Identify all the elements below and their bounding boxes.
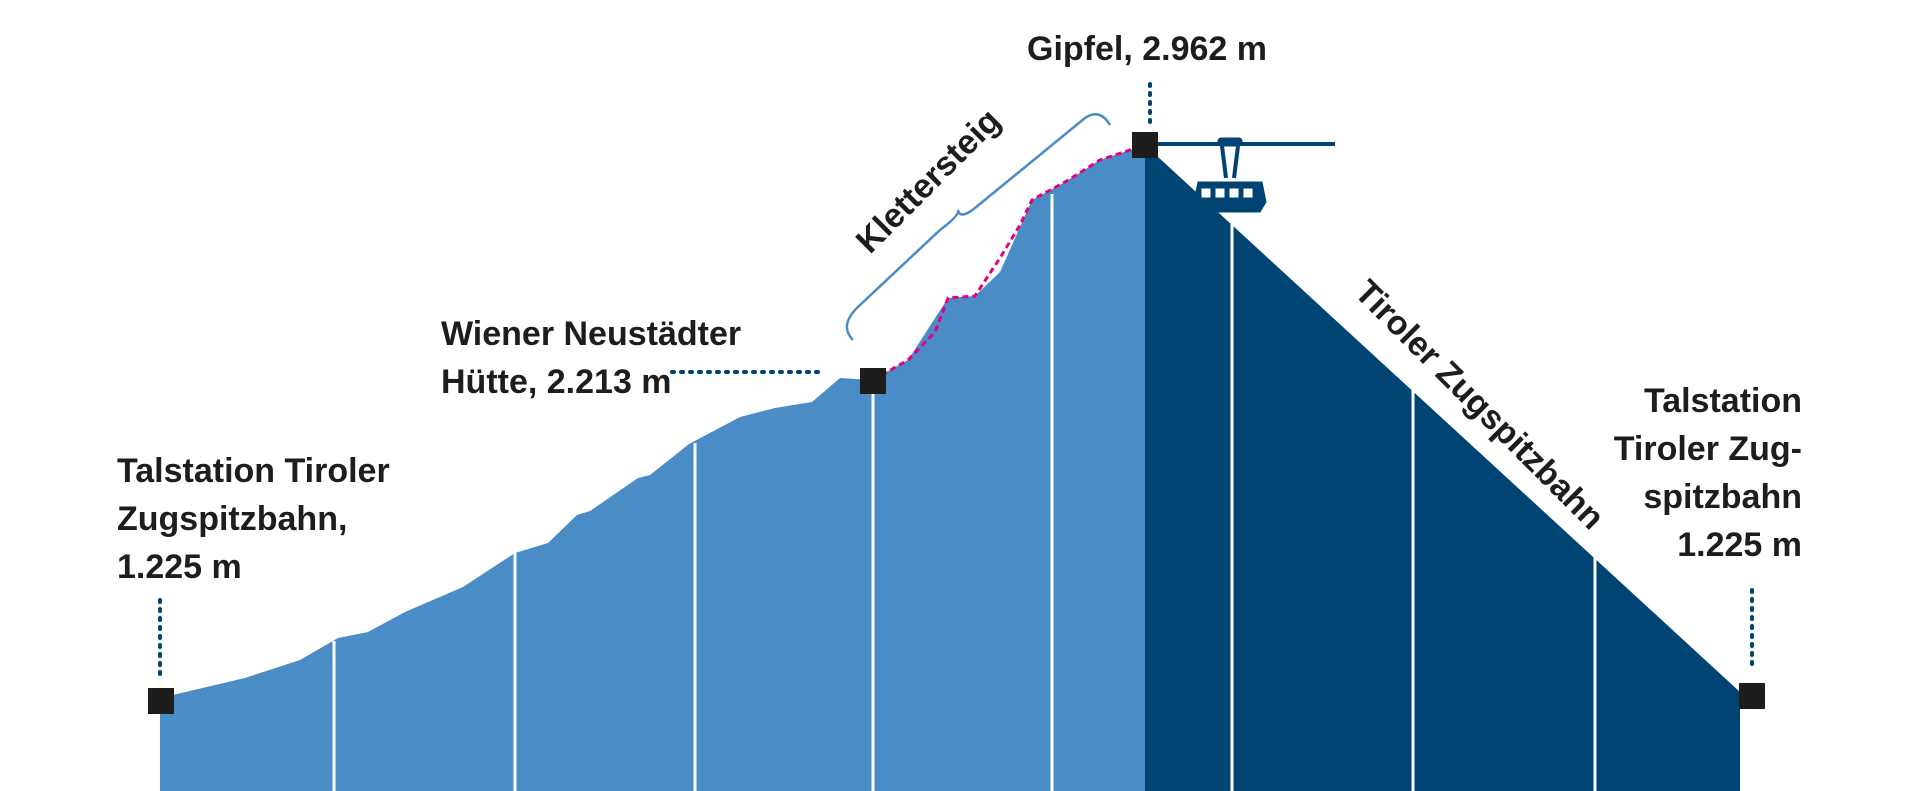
marker-summit [1132, 132, 1158, 158]
start-station-altitude: 1.225 m [117, 548, 242, 586]
descent-cable-car-area [1145, 145, 1740, 791]
marker-hut [860, 368, 886, 394]
end-station-altitude: 1.225 m [1677, 526, 1802, 564]
klettersteig-route-line [872, 143, 1146, 382]
end-station-name-line1: Talstation [1644, 382, 1802, 420]
hut-name-line1: Wiener Neustädter [441, 315, 741, 353]
start-station-name-line1: Talstation Tiroler [117, 452, 390, 490]
station-markers [148, 132, 1765, 714]
marker-start-station [148, 688, 174, 714]
ascent-terrain-profile [160, 145, 1145, 791]
klettersteig-label: Klettersteig [849, 102, 1008, 261]
start-station-name-line2: Zugspitzbahn, [117, 500, 347, 538]
vertical-grid-lines [332, 194, 1597, 791]
summit-label: Gipfel, 2.962 m [1027, 30, 1267, 68]
klettersteig-bracket [845, 113, 1112, 341]
hut-name-line2: Hütte, 2.213 m [441, 363, 672, 401]
cable-car-gondola-icon [1193, 137, 1267, 213]
end-station-name-line2: Tiroler Zug- [1614, 430, 1802, 468]
dotted-leaders [158, 82, 1754, 682]
marker-end-station [1739, 683, 1765, 709]
end-station-name-line3: spitzbahn [1643, 478, 1802, 516]
